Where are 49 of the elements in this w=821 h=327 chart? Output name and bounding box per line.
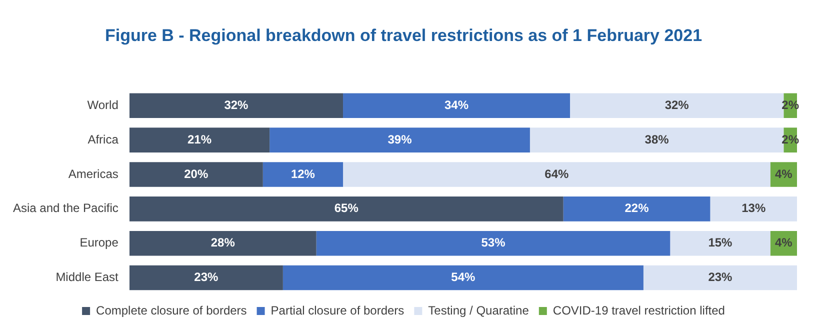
- bar: [530, 128, 784, 152]
- data-label: 64%: [544, 166, 569, 181]
- bar: [270, 128, 530, 152]
- data-label: 34%: [444, 98, 469, 112]
- y-tick-label: World: [87, 98, 118, 112]
- data-label: 65%: [334, 201, 359, 216]
- data-label: 15%: [708, 236, 733, 250]
- legend-label: Testing / Quaratine: [428, 303, 530, 318]
- data-label: 21%: [187, 132, 212, 146]
- bar: [570, 93, 784, 118]
- bar: [282, 265, 644, 290]
- data-label: 23%: [194, 270, 218, 284]
- data-label: 23%: [708, 270, 733, 284]
- bar: [643, 265, 797, 290]
- bar: [316, 230, 670, 256]
- y-tick-label: Americas: [68, 166, 118, 181]
- data-label: 20%: [184, 166, 208, 181]
- data-label: 4%: [774, 236, 793, 250]
- bar: [343, 93, 570, 118]
- data-label: 13%: [742, 201, 766, 216]
- data-label: 39%: [388, 132, 412, 146]
- bar: [262, 162, 344, 187]
- bar: [343, 162, 770, 187]
- y-tick-label: Europe: [80, 236, 119, 250]
- y-tick-label: Middle East: [56, 270, 120, 284]
- data-label: 38%: [644, 132, 670, 146]
- bar: [129, 196, 564, 222]
- data-label: 32%: [664, 98, 690, 112]
- legend-label: COVID-19 travel restriction lifted: [552, 303, 725, 318]
- data-label: 12%: [290, 166, 316, 181]
- bar: [129, 128, 270, 152]
- chart-title: Figure B - Regional breakdown of travel restrictions as of 1 February 2021: [104, 26, 702, 45]
- y-tick-label: Asia and the Pacific: [12, 201, 118, 216]
- bar: [670, 230, 770, 256]
- legend-label: Complete closure of borders: [96, 303, 247, 318]
- legend-label: Partial closure of borders: [270, 303, 404, 318]
- bar: [129, 265, 283, 290]
- bar: [563, 196, 710, 222]
- bar: [710, 196, 797, 222]
- data-label: 22%: [624, 201, 650, 216]
- y-tick-label: Africa: [88, 132, 119, 146]
- data-label: 53%: [481, 236, 506, 250]
- bar: [129, 230, 316, 256]
- bar: [129, 162, 263, 187]
- data-label: 4%: [774, 166, 793, 181]
- data-label: 54%: [451, 270, 476, 284]
- bar: [129, 93, 344, 118]
- data-label: 28%: [210, 236, 236, 250]
- data-label: 32%: [224, 98, 249, 112]
